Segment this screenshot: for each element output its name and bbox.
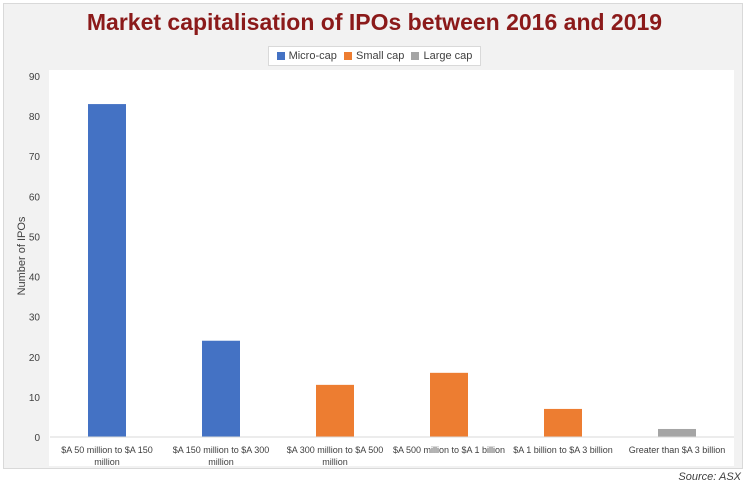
legend-swatch-micro-cap: [276, 52, 285, 60]
plot-area: [49, 70, 734, 466]
x-tick-label: $A 1 billion to $A 3 billion: [513, 445, 613, 455]
x-tick-label: million: [208, 457, 234, 467]
legend-item-small-cap: Small cap: [344, 50, 404, 62]
bar: [658, 428, 696, 437]
bar: [544, 408, 582, 437]
y-tick-label: 10: [29, 393, 41, 404]
y-tick-label: 60: [29, 192, 41, 203]
x-tick-label: million: [322, 457, 348, 467]
legend-label-micro-cap: Micro-cap: [288, 50, 337, 62]
x-tick-label: $A 150 million to $A 300: [173, 445, 270, 455]
y-tick-label: 40: [29, 273, 41, 284]
y-tick-label: 90: [29, 72, 41, 83]
bar: [316, 384, 354, 437]
y-tick-label: 80: [29, 112, 41, 123]
y-tick-label: 20: [29, 353, 41, 364]
y-axis-label: Number of IPOs: [16, 216, 28, 295]
x-tick-label: $A 50 million to $A 150: [61, 445, 153, 455]
y-tick-label: 0: [34, 433, 40, 444]
legend-label-small-cap: Small cap: [356, 50, 405, 62]
legend-swatch-large-cap: [411, 52, 420, 60]
x-tick-label: $A 300 million to $A 500: [287, 445, 384, 455]
x-tick-label: $A 500 million to $A 1 billion: [393, 445, 505, 455]
legend-swatch-small-cap: [344, 52, 353, 60]
bar: [202, 340, 240, 437]
y-tick-label: 70: [29, 152, 41, 163]
x-tick-label: Greater than $A 3 billion: [629, 445, 726, 455]
chart-title: Market capitalisation of IPOs between 20…: [86, 9, 663, 35]
bar: [430, 372, 468, 437]
y-tick-label: 50: [29, 232, 41, 243]
legend-item-micro-cap: Micro-cap: [276, 50, 337, 62]
bar: [88, 104, 126, 438]
source-note: Source: ASX: [678, 471, 741, 483]
x-tick-label: million: [94, 457, 120, 467]
legend-label-large-cap: Large cap: [423, 50, 473, 62]
y-tick-label: 30: [29, 313, 41, 324]
legend-item-large-cap: Large cap: [411, 50, 472, 62]
legend: Micro-cap Small cap Large cap: [268, 46, 481, 66]
